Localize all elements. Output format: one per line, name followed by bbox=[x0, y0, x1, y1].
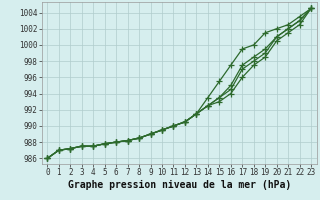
X-axis label: Graphe pression niveau de la mer (hPa): Graphe pression niveau de la mer (hPa) bbox=[68, 180, 291, 190]
